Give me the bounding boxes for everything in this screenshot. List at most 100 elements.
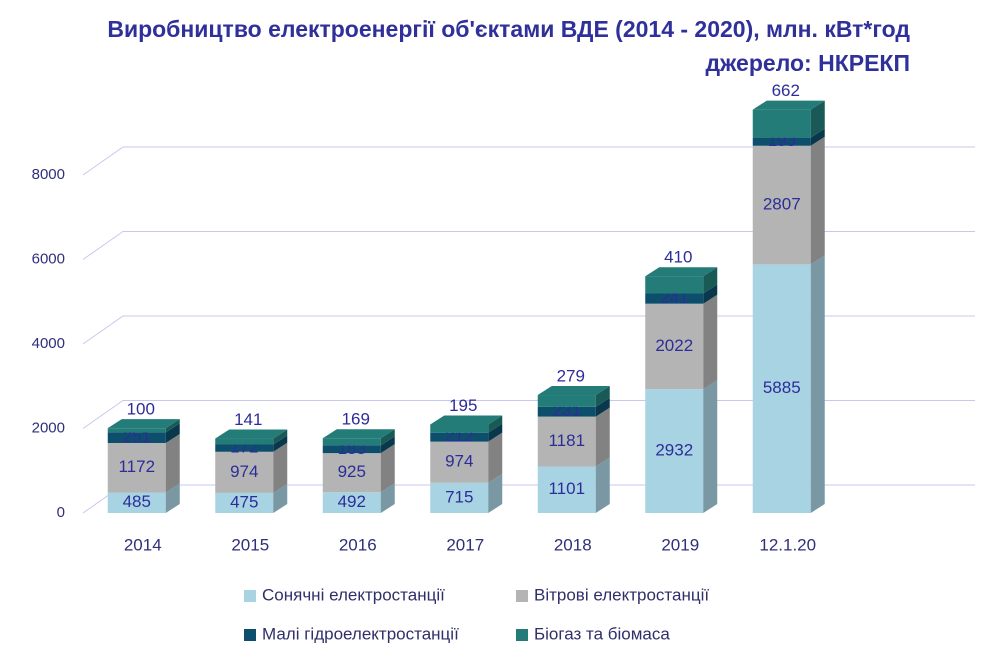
bar-side [273,429,288,445]
x-tick-label: 2015 [231,535,269,554]
data-label: 485 [123,492,151,511]
bar-side [273,483,288,513]
bar-top [645,267,718,277]
data-label: 100 [127,400,155,419]
legend-label: Сонячні електростанції [262,585,445,604]
bar-segment [752,109,811,138]
x-tick-label: 2019 [661,535,699,554]
bar-side [380,436,395,454]
bar-segment [537,406,596,417]
bar-top [322,429,395,439]
bar-side [810,128,825,146]
chart-title: Виробництво електроенергії об'єктами ВДЕ… [107,16,910,42]
bar-segment [322,492,381,513]
data-label: 141 [234,410,262,429]
bar-side [595,386,610,407]
bar-segment [645,276,704,294]
bar-side [810,100,825,138]
x-tick-label: 2014 [124,535,162,554]
bar-segment [537,416,596,467]
bar-side [380,429,395,446]
bar-side [165,433,180,493]
legend-swatch [244,629,256,641]
bar-side [273,442,288,493]
grid-line [82,231,975,260]
bar-segment [215,492,274,513]
x-tick-label: 2016 [339,535,377,554]
bar-top [215,429,288,439]
bar-segment [322,445,381,454]
chart-subtitle: джерело: НКРЕКП [705,50,910,76]
bar-side [488,473,503,513]
bar-side [380,483,395,513]
bar-segment [430,432,489,442]
bar-side [595,407,610,467]
bar-side [703,380,718,513]
y-tick-label: 2000 [32,419,65,436]
legend-label: Малі гідроелектростанції [262,624,459,643]
bar-side [488,423,503,442]
data-label: 279 [557,367,585,386]
y-tick-label: 0 [57,504,65,521]
bar-side [165,483,180,513]
legend-swatch [516,629,528,641]
y-tick-label: 4000 [32,335,65,352]
data-label: 475 [230,492,258,511]
data-label: 662 [772,81,800,100]
bar-side [380,444,395,493]
bar-segment [430,441,489,483]
bar-segment [430,482,489,513]
bar-top [107,419,180,429]
legend-label: Біогаз та біомаса [534,624,670,643]
data-label: 974 [230,462,258,481]
bar-segment [215,438,274,445]
data-label: 492 [338,492,366,511]
legend-label: Вітрові електростанції [534,585,709,604]
bar-top [752,100,825,110]
data-label: 169 [342,410,370,429]
bar-segment [107,442,166,493]
bar-top [430,415,503,425]
bar-segment [322,438,381,446]
bar-segment [322,453,381,493]
bar-segment [107,428,166,433]
data-label: 410 [664,248,692,267]
x-tick-label: 2018 [554,535,592,554]
bar-side [810,255,825,513]
data-label: 1101 [548,479,585,498]
bar-segment [752,145,811,265]
bar-segment [752,264,811,513]
grid-line [82,400,975,429]
legend-swatch [244,590,256,602]
bar-side [810,136,825,265]
data-label: 925 [338,462,366,481]
bar-side [703,284,718,304]
legend-swatch [516,590,528,602]
bar-segment [645,293,704,304]
grid-line [82,315,975,345]
data-label: 5885 [763,378,801,397]
data-label: 1172 [118,457,155,476]
bar-side [488,415,503,433]
bar-side [595,457,610,513]
data-label: 715 [445,487,473,506]
bar-segment [215,451,274,493]
data-label: 2932 [655,441,693,460]
y-tick-label: 8000 [32,166,65,183]
x-tick-label: 12.1.20 [759,535,816,554]
data-label: 2022 [655,336,693,355]
bar-segment [537,466,596,513]
bar-side [703,294,718,390]
data-label: 1181 [548,431,585,450]
bar-top [537,386,610,396]
data-label: 2807 [763,195,801,214]
bar-side [488,432,503,483]
bar-segment [752,137,811,146]
title-block: Виробництво електроенергії об'єктами ВДЕ… [90,12,910,80]
bar-side [703,267,718,294]
bar-segment [107,432,166,443]
bar-side [273,435,288,452]
bar-side [165,419,180,433]
bar-segment [537,395,596,407]
x-tick-label: 2017 [446,535,484,554]
